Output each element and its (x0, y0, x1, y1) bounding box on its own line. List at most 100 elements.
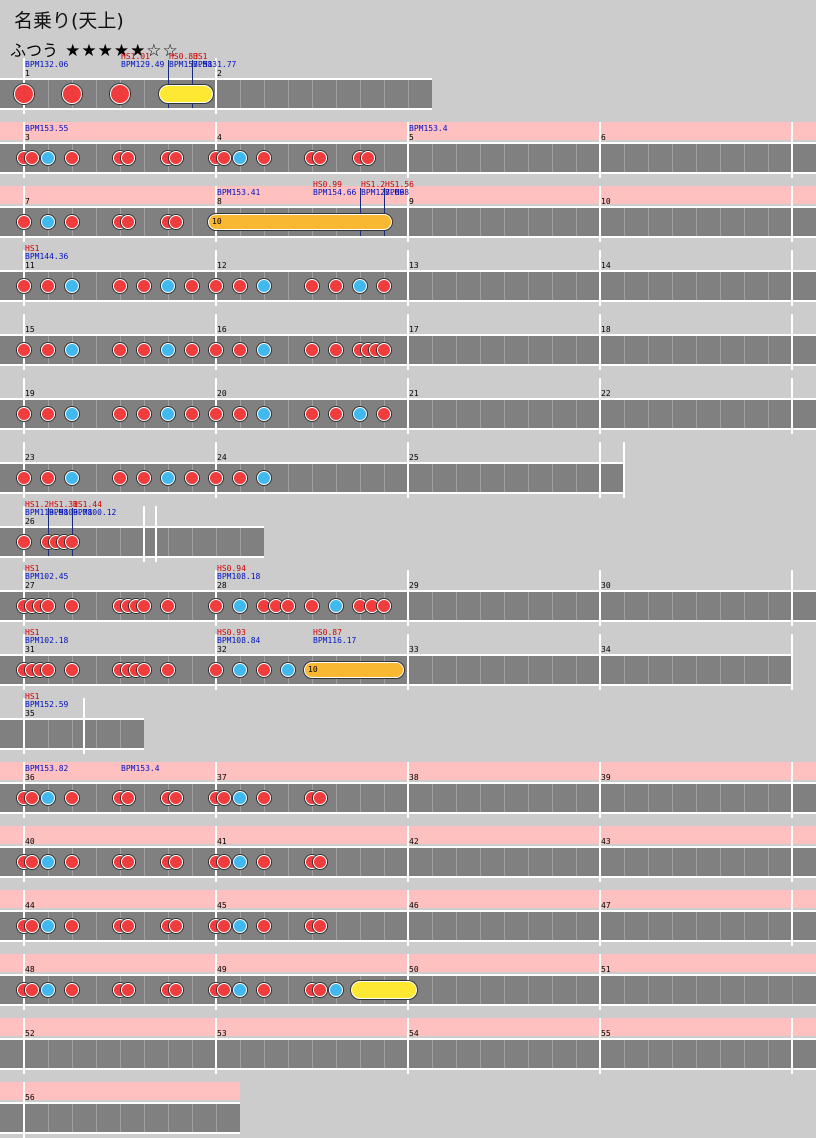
beat-line (384, 784, 385, 812)
measure-number: 7 (25, 197, 30, 206)
beat-line (672, 208, 673, 236)
beat-line (696, 656, 697, 684)
big-don-note (14, 84, 34, 104)
don-note (216, 791, 231, 805)
measure-number: 6 (601, 133, 606, 142)
beat-line (768, 976, 769, 1004)
beat-line (192, 784, 193, 812)
don-note (185, 343, 199, 357)
beat-line (288, 976, 289, 1004)
beat-line (336, 784, 337, 812)
bpm-label: BPM129.49 (121, 60, 165, 69)
song-title: 名乗り(天上) (14, 10, 124, 32)
beat-line (336, 912, 337, 940)
ka-note (353, 407, 367, 421)
beat-line (384, 80, 385, 108)
don-note (312, 855, 327, 869)
beat-line (528, 976, 529, 1004)
bar-line (215, 314, 217, 370)
beat-line (144, 208, 145, 236)
beat-line (504, 464, 505, 492)
chart-row: 52 53 54 55 (0, 1018, 816, 1074)
beat-line (768, 144, 769, 172)
bar-line (407, 634, 409, 690)
don-note (113, 471, 127, 485)
beat-line (768, 336, 769, 364)
beat-line (192, 144, 193, 172)
beat-line (192, 592, 193, 620)
don-note (209, 279, 223, 293)
beat-line (576, 208, 577, 236)
beat-line (648, 592, 649, 620)
beat-line (528, 144, 529, 172)
beat-line (696, 208, 697, 236)
beat-line (552, 1040, 553, 1068)
beat-line (624, 592, 625, 620)
beat-line (552, 848, 553, 876)
bar-line (599, 1018, 601, 1074)
beat-line (504, 336, 505, 364)
beat-line (648, 336, 649, 364)
don-note (305, 407, 319, 421)
beat-line (648, 912, 649, 940)
bar-line (791, 314, 793, 370)
bpm-label: BPM98 (385, 188, 410, 197)
beat-line (504, 784, 505, 812)
beat-line (552, 144, 553, 172)
bar-line (407, 890, 409, 946)
don-note (209, 599, 223, 613)
beat-line (696, 592, 697, 620)
bar-line (23, 1082, 25, 1138)
beat-line (480, 912, 481, 940)
beat-line (456, 592, 457, 620)
balloon-count: 10 (308, 665, 318, 674)
ka-note (257, 279, 271, 293)
beat-line (576, 464, 577, 492)
beat-line (768, 272, 769, 300)
beat-line (480, 272, 481, 300)
beat-line (744, 272, 745, 300)
beat-line (456, 400, 457, 428)
beat-line (552, 912, 553, 940)
beat-line (528, 912, 529, 940)
don-note (168, 215, 183, 229)
drumroll (159, 85, 213, 103)
beat-line (96, 208, 97, 236)
beat-line (576, 976, 577, 1004)
bar-line (23, 314, 25, 370)
don-note (161, 663, 175, 677)
beat-line (192, 528, 193, 556)
don-note (257, 983, 271, 997)
beat-line (288, 400, 289, 428)
measure-number: 28 (217, 581, 227, 590)
beat-line (552, 976, 553, 1004)
don-note (185, 407, 199, 421)
beat-line (72, 720, 73, 748)
difficulty: ふつう ★★★★★☆☆ (10, 37, 179, 61)
beat-line (216, 528, 217, 556)
don-note (65, 215, 79, 229)
beat-line (480, 784, 481, 812)
scroll-speed-label: HS0.93 (217, 628, 246, 637)
beat-line (720, 912, 721, 940)
don-note (168, 855, 183, 869)
bar-line (407, 314, 409, 370)
don-note (168, 919, 183, 933)
don-note (120, 215, 135, 229)
don-note (41, 407, 55, 421)
beat-line (528, 848, 529, 876)
difficulty-label: ふつう (10, 41, 59, 60)
don-note (233, 471, 247, 485)
measure-number: 30 (601, 581, 611, 590)
beat-line (72, 1040, 73, 1068)
chart-row: 56 (0, 1082, 816, 1138)
bar-line (215, 378, 217, 434)
ka-note (161, 343, 175, 357)
beat-line (648, 848, 649, 876)
beat-line (288, 336, 289, 364)
beat-line (456, 208, 457, 236)
scroll-speed-label: HS1 (25, 692, 40, 701)
measure-number: 29 (409, 581, 419, 590)
beat-line (720, 1040, 721, 1068)
don-note (113, 279, 127, 293)
